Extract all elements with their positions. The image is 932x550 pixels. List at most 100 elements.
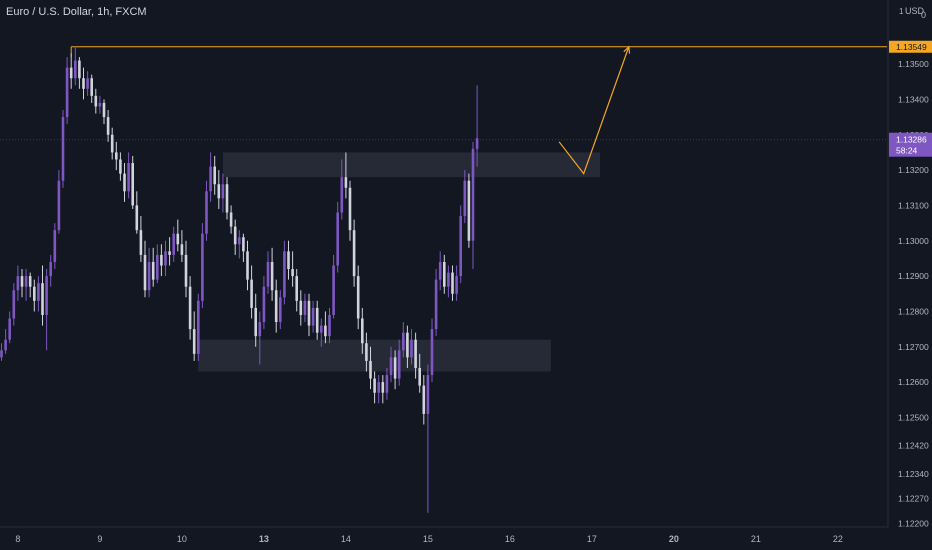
- support-zone: [198, 339, 551, 372]
- candle-body: [414, 339, 417, 368]
- candle-body: [12, 290, 16, 319]
- target-price-badge: [889, 40, 932, 53]
- candle-body: [201, 233, 204, 301]
- candle-body: [4, 339, 7, 351]
- candle-body: [41, 283, 44, 315]
- candle-body: [0, 350, 3, 358]
- candle-body: [33, 286, 36, 301]
- candle-body: [115, 152, 118, 160]
- date-tick-label: 20: [669, 534, 679, 544]
- candle-body: [389, 357, 393, 376]
- price-tick-label: 1.12900: [898, 271, 929, 281]
- candle-body: [180, 244, 184, 255]
- projection-arrowhead: [623, 45, 631, 54]
- candle-body: [291, 269, 294, 277]
- candle-body: [344, 177, 348, 188]
- candle-body: [172, 233, 175, 255]
- candle-body: [53, 230, 57, 262]
- candle-body: [106, 117, 110, 135]
- date-tick-label: 16: [505, 534, 515, 544]
- candle-body: [16, 276, 20, 291]
- candle-body: [98, 102, 102, 107]
- date-tick-label: 8: [15, 534, 20, 544]
- resistance-zone: [222, 152, 601, 178]
- candle-body: [328, 314, 331, 337]
- candle-body: [188, 286, 192, 330]
- date-tick-label: 10: [177, 534, 187, 544]
- candle-body: [283, 251, 286, 298]
- candle-body: [262, 286, 266, 323]
- candle-body: [74, 60, 77, 79]
- candle-body: [131, 163, 134, 206]
- candle-body: [451, 272, 454, 294]
- candle-body: [303, 300, 307, 315]
- candle-body: [299, 300, 303, 315]
- candle-body: [213, 166, 216, 185]
- axis-corner-mark: 1: [899, 7, 904, 16]
- candle-body: [430, 329, 434, 376]
- candle-body: [352, 230, 356, 277]
- candle-body: [20, 276, 24, 287]
- candle-body: [270, 261, 274, 291]
- current-price-badge: [889, 132, 932, 157]
- candle-body: [110, 134, 114, 153]
- candle-body: [381, 382, 385, 393]
- candle-body: [438, 261, 442, 280]
- candle-body: [221, 184, 225, 199]
- symbol-title[interactable]: Euro / U.S. Dollar, 1h, FXCM: [6, 6, 147, 18]
- candle-body: [135, 205, 139, 231]
- candle-body: [233, 226, 237, 245]
- candle-body: [340, 177, 344, 213]
- price-tick-label: 1.13400: [898, 94, 929, 104]
- candle-body: [45, 276, 48, 315]
- candle-body: [127, 163, 130, 192]
- candle-body: [406, 332, 409, 358]
- candle-body: [57, 180, 61, 231]
- candle-body: [143, 254, 147, 291]
- candle-body: [369, 360, 372, 379]
- price-tick-label: 1.12700: [898, 342, 929, 352]
- candle-body: [49, 261, 52, 277]
- candle-body: [320, 325, 323, 333]
- candle-body: [434, 279, 438, 330]
- candle-body: [139, 230, 143, 255]
- candle-body: [393, 357, 397, 379]
- candle-body: [90, 78, 93, 96]
- candle-body: [402, 332, 405, 351]
- candle-body: [37, 283, 40, 301]
- candle-body: [422, 385, 426, 414]
- price-tick-label: 1.12800: [898, 306, 929, 316]
- candle-body: [184, 254, 188, 287]
- date-tick-label: 21: [751, 534, 761, 544]
- candle-body: [385, 375, 389, 393]
- candle-body: [377, 382, 380, 393]
- date-tick-label: 9: [97, 534, 102, 544]
- candle-body: [455, 276, 458, 294]
- price-tick-label: 1.13100: [898, 200, 929, 210]
- date-tick-label: 14: [341, 534, 351, 544]
- candle-body: [467, 180, 471, 241]
- candle-body: [205, 191, 208, 234]
- candle-body: [197, 300, 200, 354]
- bar-countdown-label: 58:24: [896, 146, 918, 156]
- candle-body: [258, 322, 262, 337]
- candle-body: [373, 378, 376, 393]
- candle-body: [82, 78, 85, 89]
- date-tick-label: 15: [423, 534, 433, 544]
- candle-body: [160, 254, 163, 266]
- candle-body: [295, 276, 298, 301]
- target-price-label: 1.13549: [896, 42, 927, 52]
- price-tick-label: 1.12200: [898, 518, 929, 528]
- candle-body: [250, 279, 253, 308]
- date-tick-label: 22: [833, 534, 843, 544]
- candle-body: [348, 187, 352, 231]
- candle-body: [119, 159, 122, 174]
- candle-body: [69, 67, 73, 79]
- price-tick-label: 1.13200: [898, 165, 929, 175]
- candle-body: [279, 297, 282, 323]
- candle-body: [365, 343, 368, 361]
- axis-corner-mark: 0: [921, 10, 926, 20]
- candle-body: [356, 276, 360, 319]
